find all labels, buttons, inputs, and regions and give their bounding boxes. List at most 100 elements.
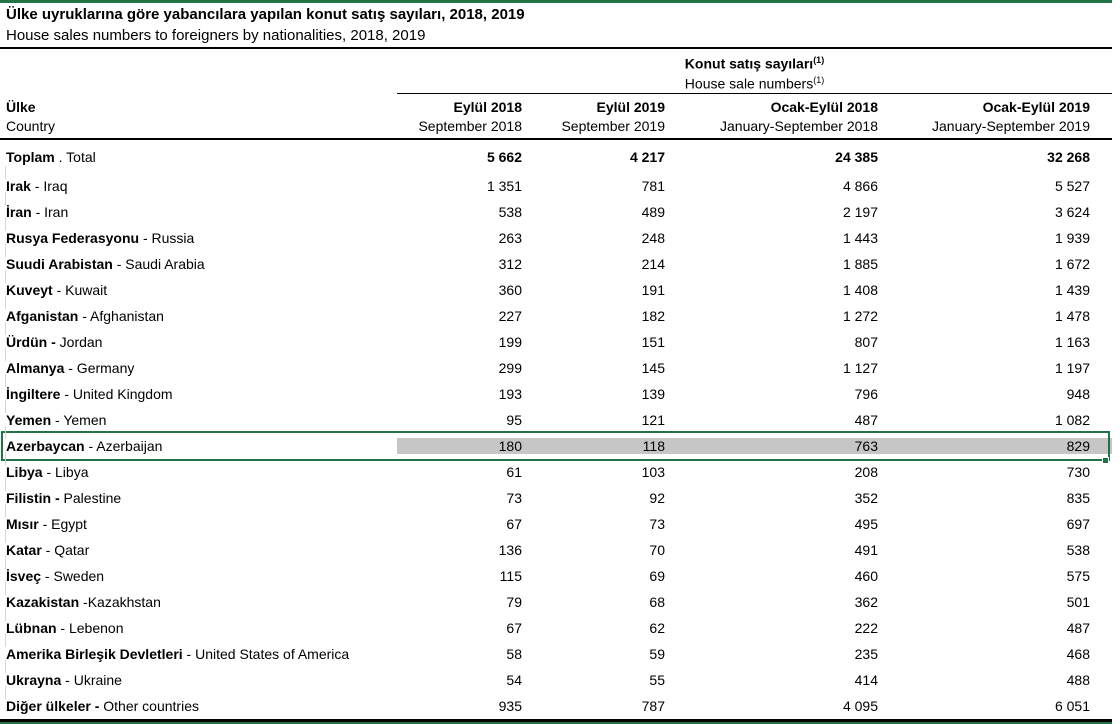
table-row[interactable]: Amerika Birleşik Devletleri - United Sta… [0,641,1112,667]
value-cell[interactable]: 6 051 [1054,698,1090,714]
country-cell[interactable]: Diğer ülkeler - Other countries [0,698,397,714]
table-row[interactable]: İngiltere - United Kingdom 193 139 796 9… [0,381,1112,407]
table-row[interactable]: Lübnan - Lebenon 67 62 222 487 [0,615,1112,641]
table-row[interactable]: Toplam . Total 5 662 4 217 24 385 32 268 [0,141,1112,173]
value-cell[interactable]: 487 [1066,620,1090,636]
value-cell[interactable]: 79 [506,594,522,610]
value-cell[interactable]: 118 [540,438,683,454]
value-cell[interactable]: 61 [506,464,522,480]
value-cell[interactable]: 807 [854,334,878,350]
value-cell[interactable]: 575 [1066,568,1090,584]
value-cell[interactable]: 2 197 [842,204,878,220]
value-cell[interactable]: 32 268 [1047,149,1090,165]
value-cell[interactable]: 299 [498,360,522,376]
value-cell[interactable]: 67 [506,516,522,532]
value-cell[interactable]: 73 [506,490,522,506]
value-cell[interactable]: 697 [1066,516,1090,532]
value-cell[interactable]: 214 [641,256,665,272]
table-row[interactable]: Kazakistan -Kazakhstan 79 68 362 501 [0,589,1112,615]
value-cell[interactable]: 121 [641,412,665,428]
value-cell[interactable]: 352 [854,490,878,506]
country-cell[interactable]: İsveç - Sweden [0,568,397,584]
value-cell[interactable]: 1 439 [1054,282,1090,298]
value-cell[interactable]: 1 939 [1054,230,1090,246]
value-cell[interactable]: 5 527 [1054,178,1090,194]
value-cell[interactable]: 62 [649,620,665,636]
value-cell[interactable]: 488 [1066,672,1090,688]
country-cell[interactable]: Toplam . Total [0,149,397,165]
country-cell[interactable]: Katar - Qatar [0,542,397,558]
value-cell[interactable]: 59 [649,646,665,662]
country-cell[interactable]: İran - Iran [0,204,397,220]
country-cell[interactable]: Ürdün - Jordan [0,334,397,350]
value-cell[interactable]: 1 408 [842,282,878,298]
table-row[interactable]: Filistin - Palestine 73 92 352 835 [0,485,1112,511]
value-cell[interactable]: 948 [1066,386,1090,402]
value-cell[interactable]: 3 624 [1054,204,1090,220]
value-cell[interactable]: 263 [498,230,522,246]
value-cell[interactable]: 4 217 [629,149,665,165]
value-cell[interactable]: 787 [641,698,665,714]
value-cell[interactable]: 222 [854,620,878,636]
value-cell[interactable]: 1 351 [486,178,522,194]
value-cell[interactable]: 208 [854,464,878,480]
value-cell[interactable]: 136 [498,542,522,558]
table-row[interactable]: İran - Iran 538 489 2 197 3 624 [0,199,1112,225]
country-cell[interactable]: Amerika Birleşik Devletleri - United Sta… [0,646,397,662]
value-cell[interactable]: 58 [506,646,522,662]
value-cell[interactable]: 73 [649,516,665,532]
value-cell[interactable]: 145 [641,360,665,376]
value-cell[interactable]: 248 [641,230,665,246]
value-cell[interactable]: 1 127 [842,360,878,376]
value-cell[interactable]: 796 [854,386,878,402]
value-cell[interactable]: 199 [498,334,522,350]
value-cell[interactable]: 193 [498,386,522,402]
value-cell[interactable]: 312 [498,256,522,272]
value-cell[interactable]: 414 [854,672,878,688]
value-cell[interactable]: 180 [397,438,540,454]
value-cell[interactable]: 235 [854,646,878,662]
table-row[interactable]: Katar - Qatar 136 70 491 538 [0,537,1112,563]
value-cell[interactable]: 362 [854,594,878,610]
value-cell[interactable]: 1 272 [842,308,878,324]
value-cell[interactable]: 360 [498,282,522,298]
value-cell[interactable]: 227 [498,308,522,324]
value-cell[interactable]: 151 [641,334,665,350]
country-cell[interactable]: Rusya Federasyonu - Russia [0,230,397,246]
country-cell[interactable]: Azerbaycan - Azerbaijan [0,438,397,454]
value-cell[interactable]: 763 [683,438,896,454]
table-row[interactable]: Almanya - Germany 299 145 1 127 1 197 [0,355,1112,381]
table-row[interactable]: Yemen - Yemen 95 121 487 1 082 [0,407,1112,433]
value-cell[interactable]: 491 [854,542,878,558]
country-cell[interactable]: Afganistan - Afghanistan [0,308,397,324]
value-cell[interactable]: 1 885 [842,256,878,272]
value-cell[interactable]: 1 443 [842,230,878,246]
value-cell[interactable]: 68 [649,594,665,610]
value-cell[interactable]: 1 163 [1054,334,1090,350]
value-cell[interactable]: 69 [649,568,665,584]
value-cell[interactable]: 489 [641,204,665,220]
table-row[interactable]: Libya - Libya 61 103 208 730 [0,459,1112,485]
value-cell[interactable]: 115 [499,568,522,584]
value-cell[interactable]: 1 672 [1054,256,1090,272]
table-row[interactable]: Ukrayna - Ukraine 54 55 414 488 [0,667,1112,693]
country-cell[interactable]: Kuveyt - Kuwait [0,282,397,298]
value-cell[interactable]: 460 [854,568,878,584]
table-row[interactable]: Irak - Iraq 1 351 781 4 866 5 527 [0,173,1112,199]
value-cell[interactable]: 24 385 [835,149,878,165]
country-cell[interactable]: Ukrayna - Ukraine [0,672,397,688]
table-row[interactable]: Rusya Federasyonu - Russia 263 248 1 443… [0,225,1112,251]
table-row[interactable]: Mısır - Egypt 67 73 495 697 [0,511,1112,537]
value-cell[interactable]: 55 [649,672,665,688]
value-cell[interactable]: 487 [854,412,878,428]
value-cell[interactable]: 70 [649,542,665,558]
value-cell[interactable]: 538 [1066,542,1090,558]
country-cell[interactable]: Almanya - Germany [0,360,397,376]
value-cell[interactable]: 730 [1066,464,1090,480]
value-cell[interactable]: 67 [506,620,522,636]
value-cell[interactable]: 182 [641,308,665,324]
value-cell[interactable]: 495 [854,516,878,532]
value-cell[interactable]: 54 [506,672,522,688]
country-cell[interactable]: İngiltere - United Kingdom [0,386,397,402]
country-cell[interactable]: Lübnan - Lebenon [0,620,397,636]
